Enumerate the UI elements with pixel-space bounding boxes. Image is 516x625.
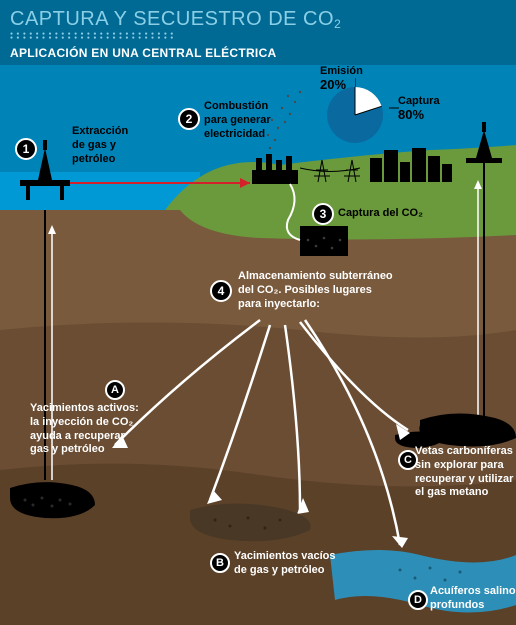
badge-1: 1 bbox=[15, 138, 37, 160]
subtitle: APLICACIÓN EN UNA CENTRAL ELÉCTRICA bbox=[10, 46, 277, 60]
site-c-label: Vetas carboníferas sin explorar para rec… bbox=[415, 445, 513, 500]
step-1-label: Extracción de gas y petróleo bbox=[72, 125, 128, 166]
badge-3: 3 bbox=[312, 203, 334, 225]
badge-2: 2 bbox=[178, 108, 200, 130]
title-divider: ● ● ● ● ● ● ● ● ● ● ● ● ● ● ● ● ● ● ● ● … bbox=[10, 32, 174, 40]
badge-a: A bbox=[105, 380, 125, 400]
badge-4: 4 bbox=[210, 280, 232, 302]
step-3-label: Captura del CO₂ bbox=[338, 207, 423, 221]
diagram-canvas bbox=[0, 0, 516, 625]
pie-leader-lines bbox=[355, 72, 405, 112]
site-d-label: Acuíferos salinos profundos bbox=[430, 585, 516, 613]
site-b-label: Yacimientos vacíos de gas y petróleo bbox=[234, 550, 336, 578]
step-2-label: Combustión para generar electricidad bbox=[204, 100, 271, 141]
badge-b: B bbox=[210, 553, 230, 573]
site-a-label: Yacimientos activos: la inyección de CO₂… bbox=[30, 402, 139, 457]
step-4-label: Almacenamiento subterráneo del CO₂. Posi… bbox=[238, 270, 393, 311]
badge-d: D bbox=[408, 590, 428, 610]
main-title: CAPTURA Y SECUESTRO DE CO2 bbox=[10, 8, 341, 31]
